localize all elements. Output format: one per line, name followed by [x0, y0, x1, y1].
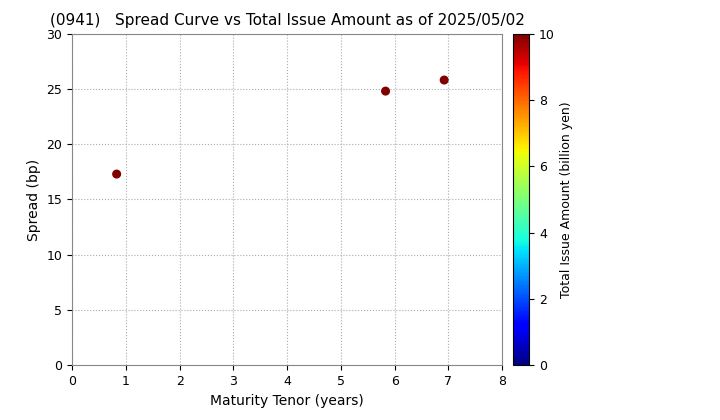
Y-axis label: Total Issue Amount (billion yen): Total Issue Amount (billion yen) — [560, 101, 573, 298]
Point — [380, 88, 392, 94]
Point — [111, 171, 122, 177]
Title: (0941)   Spread Curve vs Total Issue Amount as of 2025/05/02: (0941) Spread Curve vs Total Issue Amoun… — [50, 13, 525, 28]
Point — [438, 77, 450, 84]
Y-axis label: Spread (bp): Spread (bp) — [27, 158, 41, 241]
X-axis label: Maturity Tenor (years): Maturity Tenor (years) — [210, 394, 364, 408]
